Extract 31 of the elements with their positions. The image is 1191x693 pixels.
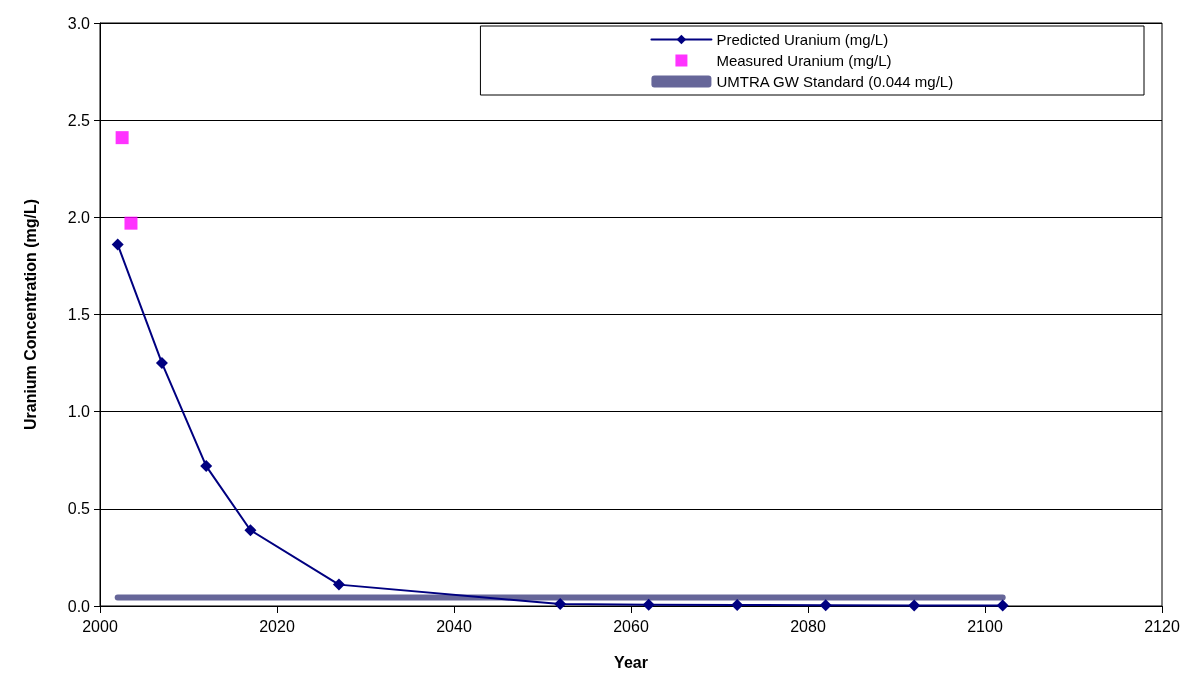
y-axis-title: Uranium Concentration (mg/L)	[21, 198, 39, 431]
point	[996, 599, 1009, 612]
x-tick-label: 2000	[82, 617, 118, 635]
y-tick-label: 3.0	[67, 14, 91, 32]
x-tick-label: 2040	[436, 617, 472, 635]
y-tick-label: 2.0	[67, 208, 91, 226]
x-tick-label: 2100	[967, 617, 1003, 635]
x-tick-label: 2020	[259, 617, 295, 635]
point	[819, 599, 832, 612]
y-tick-label: 1.0	[67, 403, 91, 421]
x-axis-title: Year	[614, 653, 648, 671]
y-tick-label: 1.5	[67, 306, 91, 323]
point	[244, 524, 257, 537]
point	[332, 578, 345, 591]
x-tick-label: 2120	[1144, 617, 1180, 635]
y-tick-label: 2.5	[67, 111, 91, 129]
point	[111, 238, 124, 251]
x-tick-label: 2060	[613, 617, 649, 635]
point	[908, 599, 921, 612]
point	[642, 598, 655, 611]
x-tick-label: 2080	[790, 617, 826, 635]
legend-label: Measured Uranium (mg/L)	[716, 52, 892, 69]
point	[155, 357, 168, 370]
y-tick-label: 0.5	[67, 500, 91, 518]
legend-label: UMTRA GW Standard (0.044 mg/L)	[716, 73, 954, 90]
point	[115, 131, 129, 145]
point	[124, 216, 138, 230]
point	[200, 460, 213, 473]
y-tick-label: 0.0	[67, 597, 91, 615]
legend-label: Predicted Uranium (mg/L)	[716, 31, 889, 48]
point	[554, 598, 567, 611]
